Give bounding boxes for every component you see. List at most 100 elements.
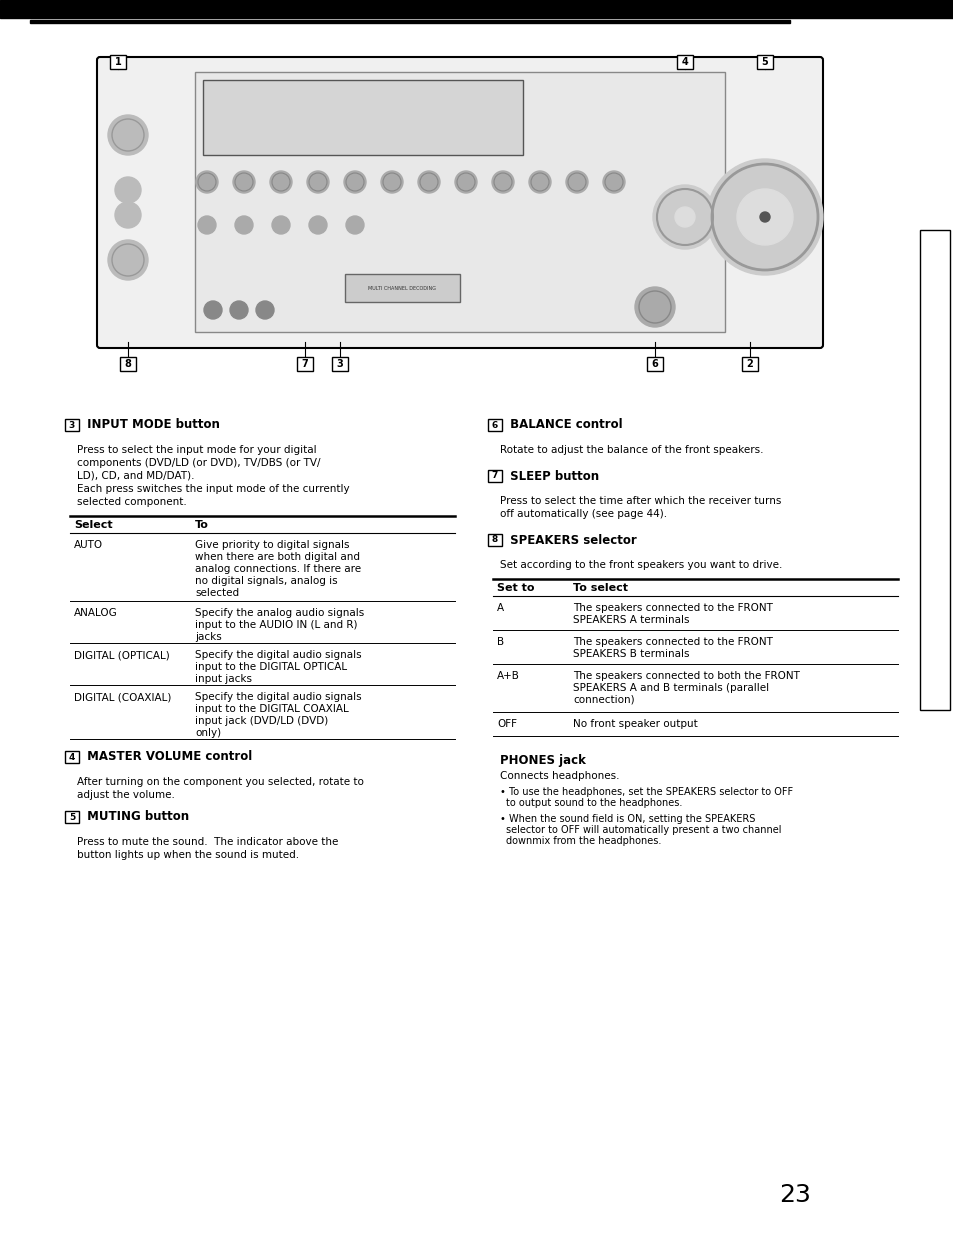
Text: Set to: Set to (497, 583, 534, 593)
Text: selected: selected (194, 588, 239, 598)
Bar (757, 55, 772, 69)
Text: MUTING button: MUTING button (83, 810, 189, 824)
Circle shape (652, 185, 717, 249)
Bar (0, 0, 953, 18)
Text: button lights up when the sound is muted.: button lights up when the sound is muted… (77, 850, 299, 859)
Text: SPEAKERS B terminals: SPEAKERS B terminals (573, 649, 689, 658)
Circle shape (115, 202, 141, 228)
Text: SLEEP button: SLEEP button (505, 470, 598, 482)
Circle shape (230, 301, 248, 319)
Text: adjust the volume.: adjust the volume. (77, 790, 174, 800)
Bar (741, 358, 758, 371)
Bar (646, 358, 662, 371)
Text: Rotate to adjust the balance of the front speakers.: Rotate to adjust the balance of the fron… (499, 445, 762, 455)
Circle shape (455, 171, 476, 194)
Text: 1: 1 (114, 57, 121, 67)
Bar (203, 80, 522, 155)
Circle shape (565, 171, 587, 194)
Circle shape (198, 216, 215, 234)
Circle shape (346, 216, 364, 234)
Text: analog connections. If there are: analog connections. If there are (194, 563, 361, 575)
Circle shape (255, 301, 274, 319)
Bar (194, 72, 724, 332)
Text: no digital signals, analog is: no digital signals, analog is (194, 576, 337, 586)
Text: MASTER VOLUME control: MASTER VOLUME control (83, 751, 252, 763)
Text: 3: 3 (69, 420, 75, 429)
Text: The speakers connected to both the FRONT: The speakers connected to both the FRONT (573, 671, 799, 681)
Circle shape (760, 212, 769, 222)
Text: 2: 2 (746, 359, 753, 369)
Circle shape (309, 216, 327, 234)
Text: Press to select the time after which the receiver turns: Press to select the time after which the… (499, 496, 781, 506)
Text: Each press switches the input mode of the currently: Each press switches the input mode of th… (77, 485, 349, 494)
Text: B: B (497, 637, 503, 647)
Text: input to the DIGITAL COAXIAL: input to the DIGITAL COAXIAL (194, 704, 349, 714)
Bar (332, 358, 348, 371)
Text: when there are both digital and: when there are both digital and (194, 552, 359, 562)
Text: 4: 4 (680, 57, 688, 67)
Text: 8: 8 (492, 535, 497, 545)
Circle shape (417, 171, 439, 194)
Bar (919, 231, 949, 710)
Bar (30, 20, 789, 23)
Circle shape (195, 171, 218, 194)
Bar (65, 811, 79, 822)
FancyBboxPatch shape (97, 57, 822, 348)
Text: • To use the headphones, set the SPEAKERS selector to OFF: • To use the headphones, set the SPEAKER… (499, 787, 792, 797)
Text: The speakers connected to the FRONT: The speakers connected to the FRONT (573, 637, 772, 647)
Circle shape (307, 171, 329, 194)
Text: DIGITAL (COAXIAL): DIGITAL (COAXIAL) (74, 692, 172, 702)
Text: A: A (497, 603, 503, 613)
Text: Connects headphones.: Connects headphones. (499, 771, 618, 780)
Circle shape (233, 171, 254, 194)
Text: 3: 3 (336, 359, 343, 369)
Text: 7: 7 (301, 359, 308, 369)
Text: off automatically (see page 44).: off automatically (see page 44). (499, 509, 666, 519)
Bar (488, 534, 501, 546)
Circle shape (108, 240, 148, 280)
Text: OFF: OFF (497, 719, 517, 729)
Bar (65, 751, 79, 763)
Text: Press to select the input mode for your digital: Press to select the input mode for your … (77, 445, 316, 455)
Text: SPEAKERS A and B terminals (parallel: SPEAKERS A and B terminals (parallel (573, 683, 768, 693)
Text: selector to OFF will automatically present a two channel: selector to OFF will automatically prese… (505, 825, 781, 835)
Text: 6: 6 (651, 359, 658, 369)
Text: input to the AUDIO IN (L and R): input to the AUDIO IN (L and R) (194, 620, 357, 630)
Text: 5: 5 (69, 813, 75, 821)
Text: SPEAKERS selector: SPEAKERS selector (505, 534, 636, 546)
Text: 7: 7 (492, 471, 497, 481)
Text: ANALOG: ANALOG (74, 608, 117, 618)
Bar (488, 419, 501, 432)
Circle shape (675, 207, 695, 227)
Bar (296, 358, 313, 371)
Text: 6: 6 (492, 420, 497, 429)
Circle shape (706, 159, 822, 275)
Bar (110, 55, 126, 69)
Text: components (DVD/LD (or DVD), TV/DBS (or TV/: components (DVD/LD (or DVD), TV/DBS (or … (77, 457, 320, 469)
Text: To select: To select (573, 583, 627, 593)
Text: jacks: jacks (194, 633, 221, 642)
Text: SPEAKERS A terminals: SPEAKERS A terminals (573, 615, 689, 625)
Text: A+B: A+B (497, 671, 519, 681)
Text: connection): connection) (573, 695, 634, 705)
Text: After turning on the component you selected, rotate to: After turning on the component you selec… (77, 777, 363, 787)
Text: AUTO: AUTO (74, 540, 103, 550)
Text: MULTI CHANNEL DECODING: MULTI CHANNEL DECODING (368, 286, 436, 291)
Text: Specify the digital audio signals: Specify the digital audio signals (194, 650, 361, 660)
Text: INPUT MODE button: INPUT MODE button (83, 418, 219, 432)
Circle shape (272, 216, 290, 234)
Text: Specify the analog audio signals: Specify the analog audio signals (194, 608, 364, 618)
Circle shape (602, 171, 624, 194)
Text: to output sound to the headphones.: to output sound to the headphones. (505, 798, 681, 808)
Circle shape (492, 171, 514, 194)
Circle shape (380, 171, 402, 194)
Text: The speakers connected to the FRONT: The speakers connected to the FRONT (573, 603, 772, 613)
Text: To: To (194, 520, 209, 530)
Bar (120, 358, 136, 371)
Text: DIGITAL (OPTICAL): DIGITAL (OPTICAL) (74, 650, 170, 660)
Text: LD), CD, and MD/DAT).: LD), CD, and MD/DAT). (77, 471, 194, 481)
Text: • When the sound field is ON, setting the SPEAKERS: • When the sound field is ON, setting th… (499, 814, 755, 824)
Circle shape (529, 171, 551, 194)
Text: Specify the digital audio signals: Specify the digital audio signals (194, 692, 361, 702)
Text: No front speaker output: No front speaker output (573, 719, 697, 729)
